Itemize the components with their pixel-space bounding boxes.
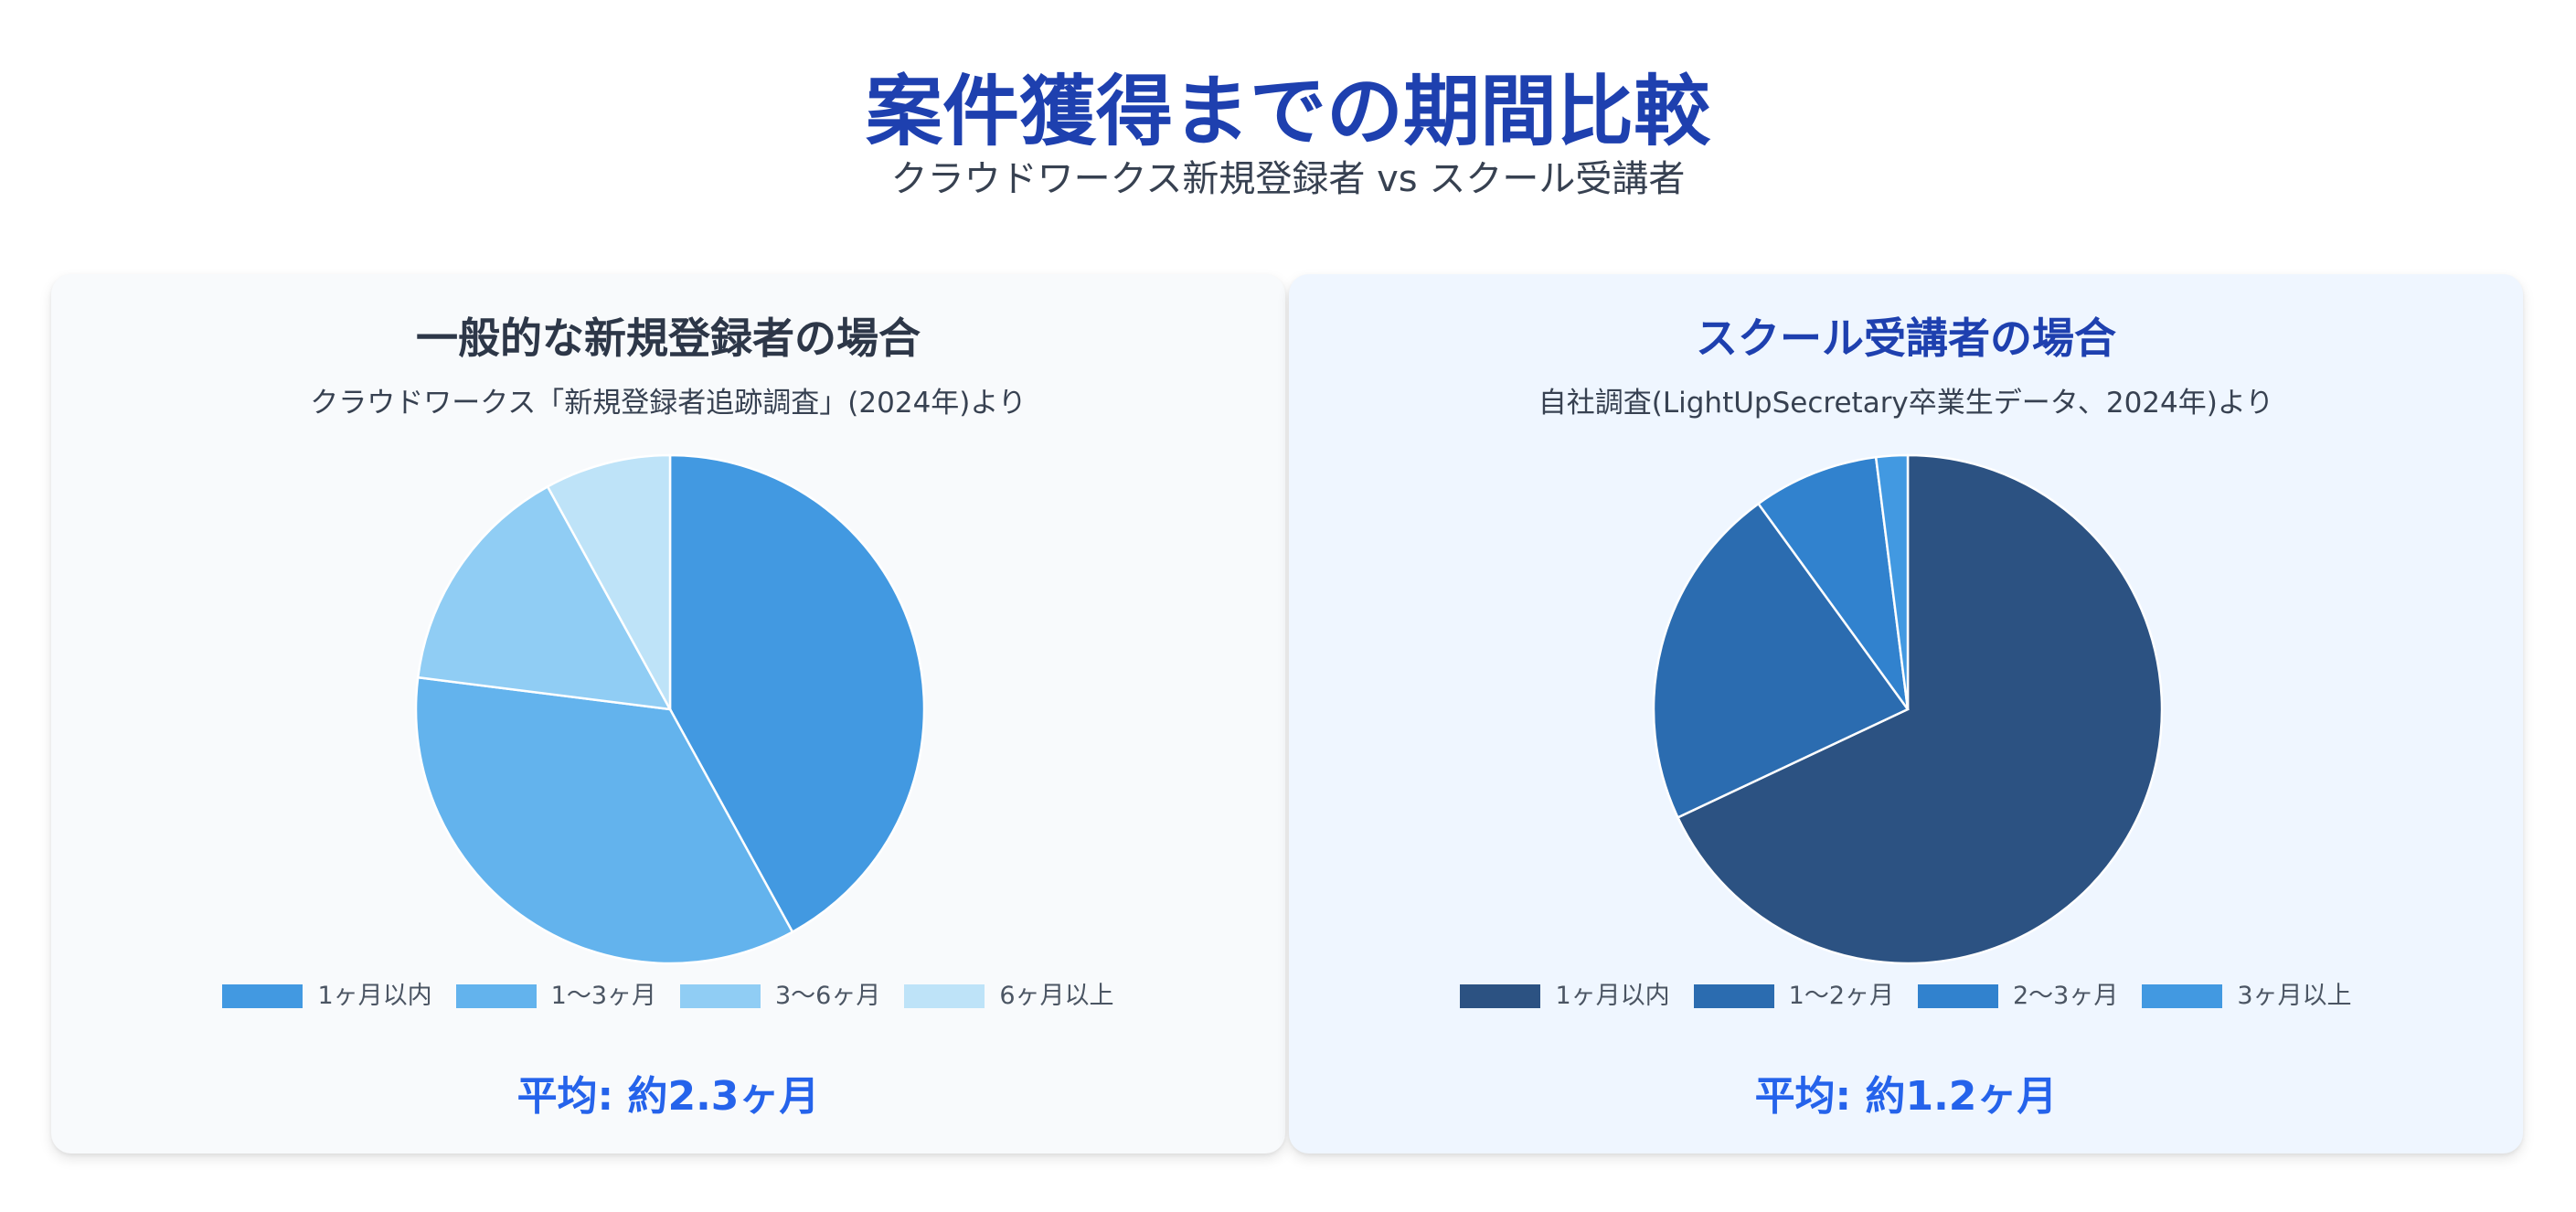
pie-slice-3 (416, 484, 673, 711)
legend-item: 2〜3ヶ月 (1918, 978, 2118, 1015)
pie-chart-general (414, 453, 926, 965)
legend-label: 1〜2ヶ月 (1788, 982, 1894, 1010)
legend-label: 2〜3ヶ月 (2013, 982, 2119, 1010)
pie-slice-4 (546, 453, 672, 710)
legend-swatch (222, 984, 303, 1008)
legend-label: 3ヶ月以上 (2237, 982, 2352, 1010)
page-title: 案件獲得までの期間比較 (865, 67, 1710, 156)
panel-source: クラウドワークス「新規登録者追跡調査」(2024年)より (310, 387, 1027, 420)
legend-item: 3ヶ月以上 (2142, 978, 2352, 1015)
pie-slice-2 (414, 675, 794, 965)
panel-title: 一般的な新規登録者の場合 (416, 314, 921, 363)
legend-item: 1ヶ月以内 (222, 978, 432, 1015)
legend-label: 6ヶ月以上 (999, 982, 1114, 1010)
legend-school: 1ヶ月以内 1〜2ヶ月 2〜3ヶ月 3ヶ月以上 (1289, 978, 2523, 1015)
legend-swatch (1918, 984, 1998, 1008)
pie-slice-2 (1652, 502, 1910, 820)
legend-label: 1ヶ月以内 (317, 982, 432, 1010)
legend-general: 1ヶ月以内 1〜3ヶ月 3〜6ヶ月 6ヶ月以上 (51, 978, 1285, 1015)
panel-school: スクール受講者の場合 自社調査(LightUpSecretary卒業生データ、2… (1289, 274, 2523, 1154)
legend-item: 1〜2ヶ月 (1693, 978, 1894, 1015)
legend-item: 1ヶ月以内 (1460, 978, 1670, 1015)
legend-swatch (680, 984, 761, 1008)
legend-item: 3〜6ヶ月 (680, 978, 880, 1015)
average-value: 平均: 約2.3ヶ月 (516, 1073, 820, 1120)
panel-title: スクール受講者の場合 (1696, 314, 2116, 363)
legend-item: 1〜3ヶ月 (455, 978, 656, 1015)
legend-label: 3〜6ヶ月 (775, 982, 881, 1010)
legend-swatch (904, 984, 985, 1008)
legend-swatch (455, 984, 537, 1008)
legend-swatch (1693, 984, 1774, 1008)
legend-label: 1ヶ月以内 (1555, 982, 1670, 1010)
panel-general: 一般的な新規登録者の場合 クラウドワークス「新規登録者追跡調査」(2024年)よ… (51, 274, 1285, 1154)
legend-label: 1〜3ヶ月 (550, 982, 656, 1010)
legend-swatch (1460, 984, 1541, 1008)
panel-source: 自社調査(LightUpSecretary卒業生データ、2024年)より (1538, 387, 2274, 420)
pie-slice-1 (668, 453, 926, 934)
pie-slice-4 (1874, 453, 1910, 710)
pie-slice-3 (1756, 455, 1910, 710)
legend-swatch (2142, 984, 2223, 1008)
legend-item: 6ヶ月以上 (904, 978, 1114, 1015)
pie-slice-1 (1676, 453, 2164, 965)
pie-chart-school (1652, 453, 2164, 965)
average-value: 平均: 約1.2ヶ月 (1754, 1073, 2058, 1120)
page-subtitle: クラウドワークス新規登録者 vs スクール受講者 (890, 158, 1686, 200)
